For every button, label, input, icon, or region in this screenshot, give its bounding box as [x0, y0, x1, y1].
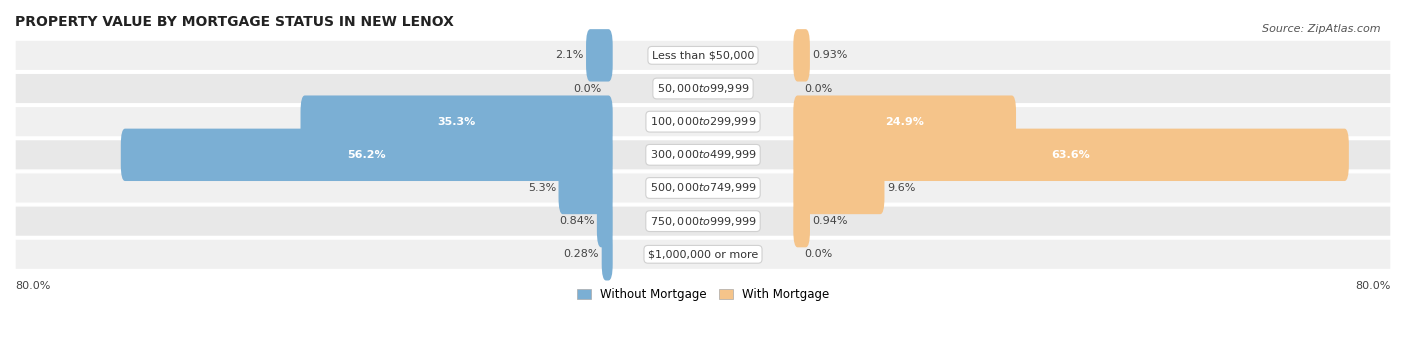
Text: $300,000 to $499,999: $300,000 to $499,999: [650, 148, 756, 161]
FancyBboxPatch shape: [793, 195, 810, 247]
Text: 0.94%: 0.94%: [813, 216, 848, 226]
FancyBboxPatch shape: [15, 106, 1391, 137]
FancyBboxPatch shape: [586, 29, 613, 82]
Text: 35.3%: 35.3%: [437, 117, 475, 127]
FancyBboxPatch shape: [793, 162, 884, 214]
Text: 9.6%: 9.6%: [887, 183, 915, 193]
Text: Less than $50,000: Less than $50,000: [652, 50, 754, 60]
Text: Source: ZipAtlas.com: Source: ZipAtlas.com: [1263, 24, 1381, 34]
Text: 0.28%: 0.28%: [564, 249, 599, 259]
FancyBboxPatch shape: [15, 173, 1391, 203]
FancyBboxPatch shape: [598, 195, 613, 247]
Text: $500,000 to $749,999: $500,000 to $749,999: [650, 182, 756, 194]
FancyBboxPatch shape: [15, 140, 1391, 170]
FancyBboxPatch shape: [558, 162, 613, 214]
Text: $1,000,000 or more: $1,000,000 or more: [648, 249, 758, 259]
FancyBboxPatch shape: [602, 228, 613, 280]
Text: 24.9%: 24.9%: [886, 117, 924, 127]
Legend: Without Mortgage, With Mortgage: Without Mortgage, With Mortgage: [572, 284, 834, 306]
Text: 63.6%: 63.6%: [1052, 150, 1091, 160]
FancyBboxPatch shape: [15, 239, 1391, 270]
Text: $100,000 to $299,999: $100,000 to $299,999: [650, 115, 756, 128]
Text: 0.0%: 0.0%: [804, 249, 832, 259]
Text: 80.0%: 80.0%: [15, 281, 51, 291]
Text: $50,000 to $99,999: $50,000 to $99,999: [657, 82, 749, 95]
Text: 2.1%: 2.1%: [555, 50, 583, 60]
Text: $750,000 to $999,999: $750,000 to $999,999: [650, 215, 756, 228]
FancyBboxPatch shape: [793, 129, 1348, 181]
Text: 0.0%: 0.0%: [804, 84, 832, 94]
Text: 5.3%: 5.3%: [527, 183, 555, 193]
Text: 0.0%: 0.0%: [574, 84, 602, 94]
FancyBboxPatch shape: [793, 96, 1017, 148]
FancyBboxPatch shape: [301, 96, 613, 148]
FancyBboxPatch shape: [793, 29, 810, 82]
Text: 80.0%: 80.0%: [1355, 281, 1391, 291]
Text: PROPERTY VALUE BY MORTGAGE STATUS IN NEW LENOX: PROPERTY VALUE BY MORTGAGE STATUS IN NEW…: [15, 15, 454, 29]
Text: 0.93%: 0.93%: [813, 50, 848, 60]
Text: 0.84%: 0.84%: [558, 216, 595, 226]
FancyBboxPatch shape: [15, 73, 1391, 104]
FancyBboxPatch shape: [15, 40, 1391, 71]
FancyBboxPatch shape: [121, 129, 613, 181]
Text: 56.2%: 56.2%: [347, 150, 387, 160]
FancyBboxPatch shape: [15, 206, 1391, 236]
